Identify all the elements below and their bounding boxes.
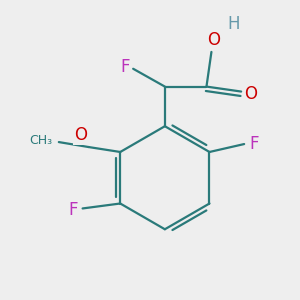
Text: H: H — [227, 15, 239, 33]
Text: O: O — [74, 126, 87, 144]
Text: F: F — [121, 58, 130, 76]
Text: F: F — [68, 201, 77, 219]
Text: CH₃: CH₃ — [29, 134, 52, 147]
Text: O: O — [207, 31, 220, 49]
Text: O: O — [244, 85, 258, 103]
Text: F: F — [249, 135, 259, 153]
